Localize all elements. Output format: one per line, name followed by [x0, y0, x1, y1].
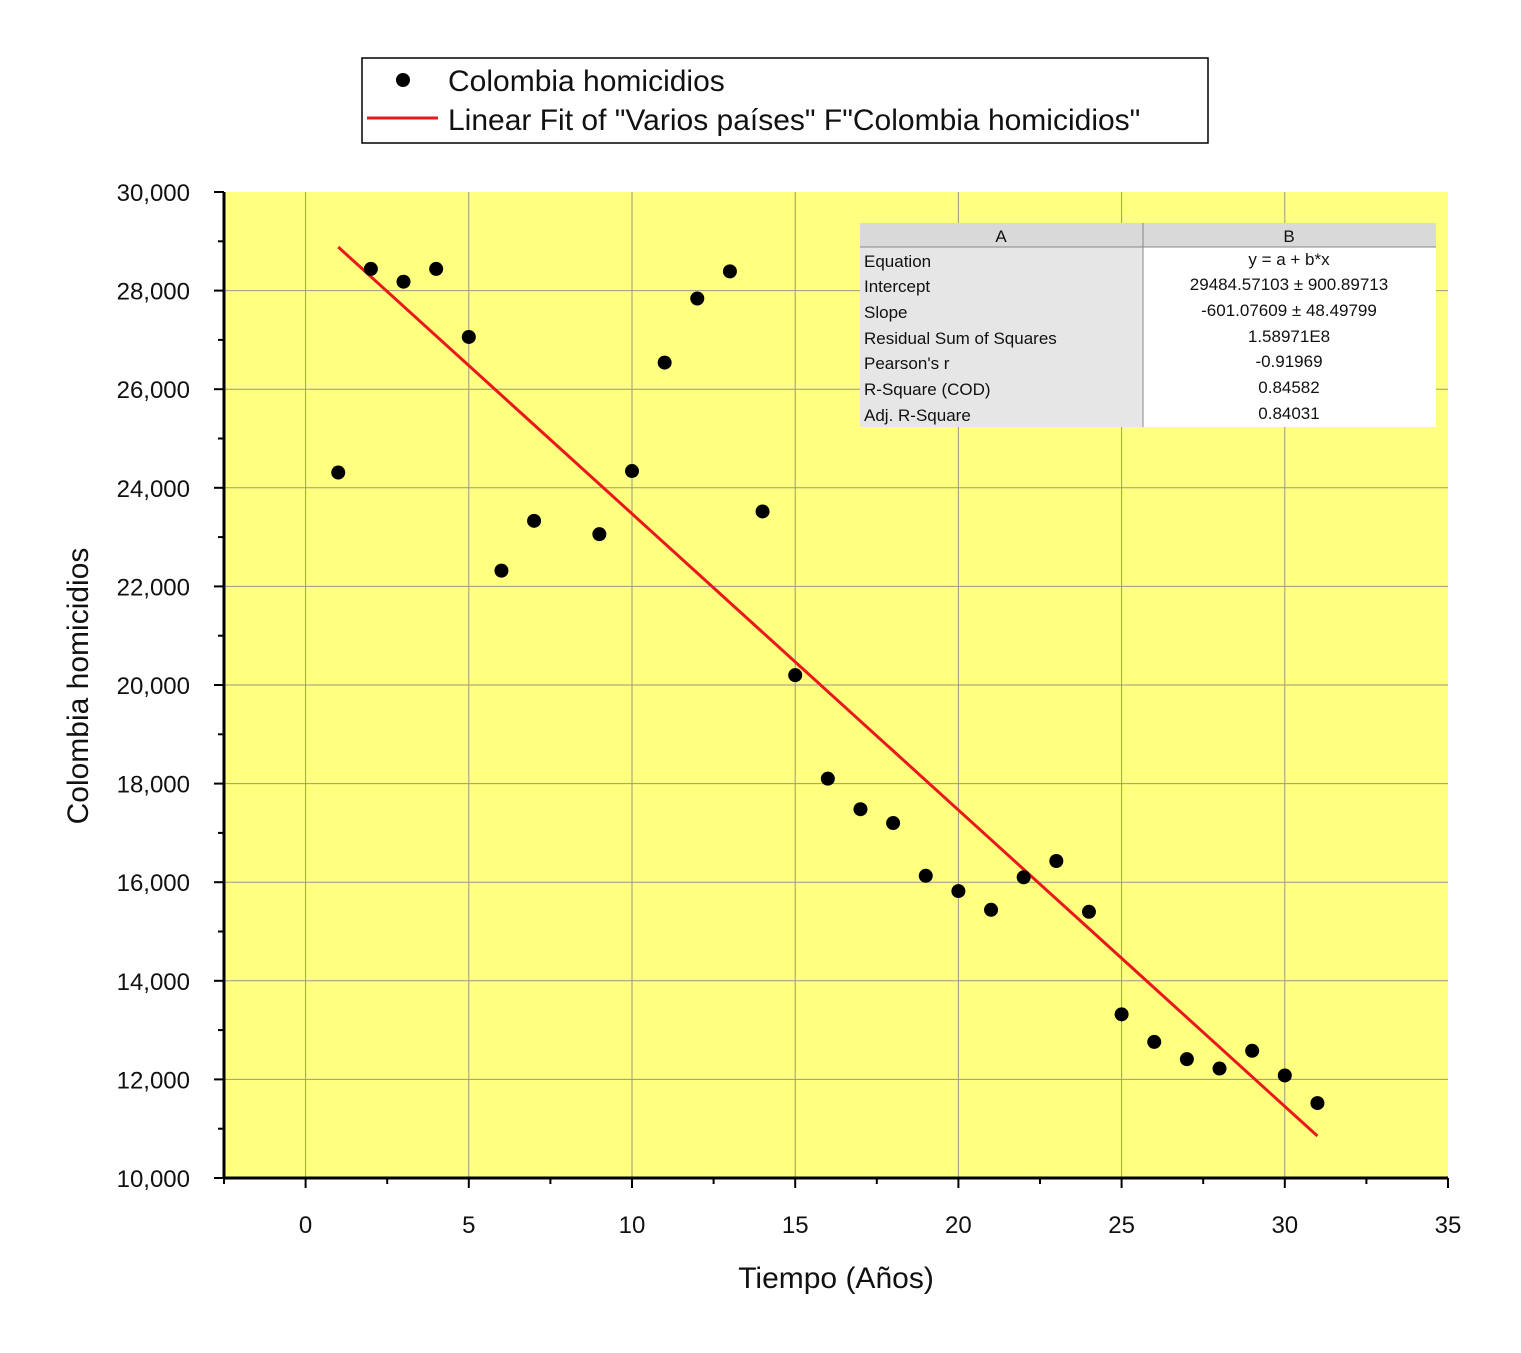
x-axis-ticks: 0 5 10 15 20 25 30 35: [223, 1178, 1462, 1239]
fit-statistics-table: A B Equation y = a + b*x Intercept 29484…: [860, 223, 1436, 427]
stats-row-adj-rsquare-value: 0.84031: [1258, 404, 1319, 423]
stats-row-equation-value: y = a + b*x: [1248, 250, 1330, 269]
y-tick-label: 10,000: [117, 1166, 190, 1193]
stats-row-slope-value: -601.07609 ± 48.49799: [1201, 301, 1377, 320]
y-axis-title: Colombia homicidios: [62, 548, 95, 825]
y-tick-label: 14,000: [117, 969, 190, 996]
legend-marker-scatter: [396, 73, 410, 87]
y-tick-label: 26,000: [117, 377, 190, 404]
data-point: [886, 816, 901, 831]
legend-label-fit-line: Linear Fit of "Varios países" F"Colombia…: [448, 104, 1140, 137]
legend-label-scatter: Colombia homicidios: [448, 65, 725, 98]
x-tick-label: 30: [1271, 1212, 1298, 1239]
data-point: [1016, 870, 1031, 885]
data-point: [1212, 1061, 1227, 1076]
stats-row-rsquare-label: R-Square (COD): [864, 380, 991, 399]
data-point: [527, 513, 542, 528]
data-point: [396, 274, 411, 289]
stats-row-intercept-label: Intercept: [864, 277, 930, 296]
y-axis-ticks: 10,000 12,000 14,000 16,000 18,000 20,000 22,0…: [117, 180, 224, 1193]
data-point: [1310, 1096, 1325, 1111]
fit-line: [337, 245, 1319, 1138]
stats-row-adj-rsquare-label: Adj. R-Square: [864, 406, 971, 425]
data-point: [820, 771, 835, 786]
data-point: [984, 902, 999, 917]
data-point: [625, 464, 639, 479]
legend: Colombia homicidios Linear Fit of "Vario…: [361, 57, 1209, 144]
data-point: [853, 802, 868, 817]
legend-box: [361, 57, 1209, 144]
stats-header-a: A: [995, 227, 1007, 246]
data-point: [1049, 854, 1064, 869]
y-tick-label: 22,000: [117, 574, 190, 601]
x-tick-label: 35: [1435, 1212, 1462, 1239]
stats-table-label-column: [860, 223, 1143, 427]
data-point: [461, 329, 476, 344]
y-tick-label: 28,000: [117, 279, 190, 306]
x-tick-label: 10: [619, 1212, 646, 1239]
data-point: [429, 261, 444, 276]
stats-row-equation-label: Equation: [864, 252, 931, 271]
data-point: [1179, 1052, 1194, 1067]
y-tick-label: 20,000: [117, 673, 190, 700]
data-point: [494, 563, 509, 578]
x-tick-label: 15: [782, 1212, 809, 1239]
y-tick-label: 18,000: [117, 772, 190, 799]
stats-row-rss-label: Residual Sum of Squares: [864, 329, 1057, 348]
x-axis-title: Tiempo (Años): [738, 1262, 934, 1295]
stats-row-rss-value: 1.58971E8: [1248, 327, 1330, 346]
data-point: [592, 527, 607, 542]
stats-row-pearson-label: Pearson's r: [864, 354, 950, 373]
x-tick-label: 0: [299, 1212, 312, 1239]
data-point: [1277, 1068, 1292, 1083]
fit-line-layer: [337, 245, 1319, 1138]
data-point: [1081, 904, 1096, 919]
data-point: [755, 504, 770, 519]
data-points: [331, 261, 1325, 1111]
data-point: [1114, 1007, 1129, 1022]
stats-header-b: B: [1283, 227, 1294, 246]
y-tick-label: 24,000: [117, 476, 190, 503]
data-point: [722, 264, 737, 279]
y-tick-label: 16,000: [117, 870, 190, 897]
data-point: [918, 868, 933, 883]
stats-row-intercept-value: 29484.57103 ± 900.89713: [1190, 275, 1388, 294]
data-point: [363, 261, 378, 276]
data-point: [1147, 1034, 1162, 1049]
data-point: [331, 465, 346, 480]
stats-table-header-row: [860, 223, 1436, 247]
data-point: [657, 355, 672, 370]
data-point: [690, 291, 705, 306]
data-point: [951, 884, 966, 899]
grid: [224, 192, 1448, 1178]
x-tick-label: 5: [462, 1212, 475, 1239]
x-tick-label: 25: [1108, 1212, 1135, 1239]
stats-row-rsquare-value: 0.84582: [1258, 378, 1319, 397]
y-tick-label: 30,000: [117, 180, 190, 207]
stats-row-pearson-value: -0.91969: [1255, 352, 1322, 371]
x-tick-label: 20: [945, 1212, 972, 1239]
stats-row-slope-label: Slope: [864, 303, 907, 322]
y-tick-label: 12,000: [117, 1067, 190, 1094]
data-point: [1245, 1043, 1260, 1058]
data-point: [788, 668, 803, 683]
